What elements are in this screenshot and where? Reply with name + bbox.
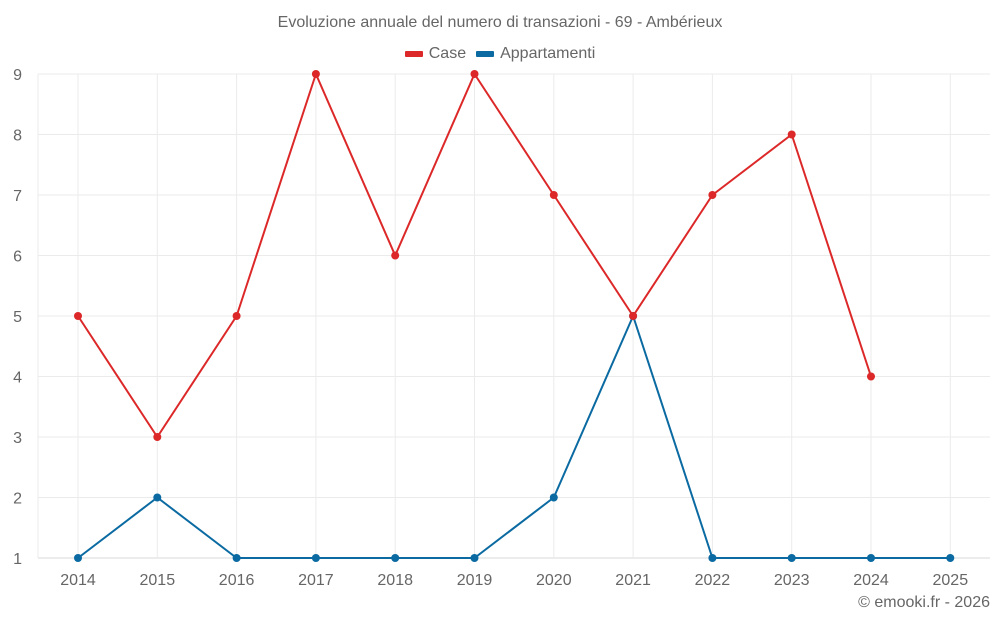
y-tick-label: 1 bbox=[13, 551, 22, 568]
series-line bbox=[77, 315, 951, 559]
x-tick-label: 2018 bbox=[377, 572, 413, 589]
x-tick-label: 2024 bbox=[853, 572, 889, 589]
data-point-marker[interactable] bbox=[232, 554, 241, 562]
chart-title: Evoluzione annuale del numero di transaz… bbox=[277, 14, 723, 31]
data-point-marker[interactable] bbox=[232, 312, 241, 320]
legend-item-case[interactable]: Case bbox=[404, 45, 467, 63]
data-point-marker[interactable] bbox=[946, 554, 955, 562]
data-point-marker[interactable] bbox=[867, 554, 875, 562]
data-point-marker[interactable] bbox=[470, 554, 479, 562]
data-point-marker[interactable] bbox=[787, 554, 796, 562]
legend-swatch-appartamenti bbox=[476, 51, 495, 57]
data-point-marker[interactable] bbox=[391, 554, 400, 562]
y-axis-ticks: 1 2 3 4 5 6 7 8 9 bbox=[13, 67, 22, 568]
x-tick-label: 2022 bbox=[695, 572, 731, 589]
x-tick-label: 2016 bbox=[219, 572, 255, 589]
data-point-marker[interactable] bbox=[391, 251, 400, 260]
y-tick-label: 4 bbox=[13, 370, 22, 387]
x-tick-label: 2025 bbox=[933, 572, 969, 589]
data-series bbox=[74, 70, 955, 562]
data-point-marker[interactable] bbox=[867, 372, 875, 381]
y-tick-label: 2 bbox=[13, 491, 22, 508]
data-point-marker[interactable] bbox=[74, 554, 82, 562]
x-axis-ticks: 2014 2015 2016 2017 2018 2019 2020 2021 2022 2023… bbox=[60, 572, 968, 589]
data-point-marker[interactable] bbox=[549, 191, 558, 199]
x-tick-label: 2023 bbox=[774, 572, 810, 589]
grid-lines bbox=[37, 73, 990, 559]
data-point-marker[interactable] bbox=[708, 191, 717, 199]
credit-text: © emooki.fr - 2026 bbox=[858, 594, 990, 611]
y-tick-label: 3 bbox=[13, 430, 22, 447]
data-point-marker[interactable] bbox=[549, 493, 558, 502]
x-tick-label: 2017 bbox=[298, 572, 334, 589]
legend-label-case: Case bbox=[428, 45, 467, 62]
y-tick-label: 8 bbox=[13, 128, 22, 145]
data-point-marker[interactable] bbox=[470, 70, 479, 78]
chart-legend: Case Appartamenti bbox=[0, 45, 1000, 63]
data-point-marker[interactable] bbox=[153, 433, 162, 441]
x-tick-label: 2019 bbox=[457, 572, 493, 589]
series-appartamenti bbox=[74, 312, 955, 562]
data-point-marker[interactable] bbox=[153, 493, 162, 502]
x-tick-label: 2015 bbox=[140, 572, 176, 589]
data-point-marker[interactable] bbox=[787, 130, 796, 139]
legend-label-appartamenti: Appartamenti bbox=[500, 45, 596, 62]
data-point-marker[interactable] bbox=[74, 312, 82, 320]
y-tick-label: 9 bbox=[13, 67, 22, 84]
series-case bbox=[74, 70, 875, 441]
y-tick-label: 6 bbox=[13, 249, 22, 266]
x-tick-label: 2014 bbox=[60, 572, 96, 589]
x-tick-label: 2020 bbox=[536, 572, 572, 589]
data-point-marker[interactable] bbox=[629, 312, 638, 320]
data-point-marker[interactable] bbox=[311, 554, 320, 562]
x-tick-label: 2021 bbox=[615, 572, 651, 589]
data-point-marker[interactable] bbox=[311, 70, 320, 78]
data-point-marker[interactable] bbox=[708, 554, 717, 562]
y-tick-label: 7 bbox=[13, 188, 22, 205]
legend-swatch-case bbox=[404, 51, 423, 57]
y-tick-label: 5 bbox=[13, 309, 22, 326]
legend-item-appartamenti[interactable]: Appartamenti bbox=[476, 45, 595, 63]
